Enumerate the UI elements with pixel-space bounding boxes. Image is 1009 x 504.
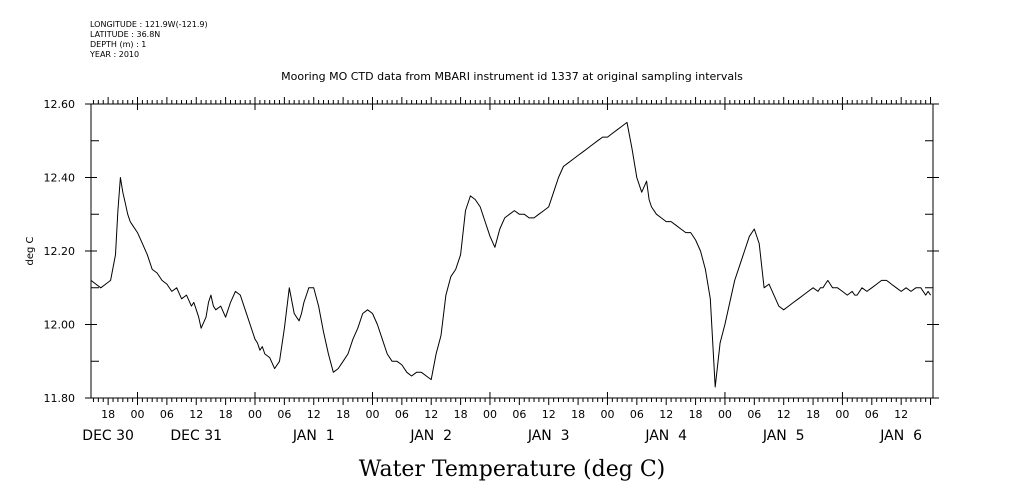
x-hour-label: 00: [718, 408, 732, 421]
x-hour-label: 18: [336, 408, 350, 421]
x-hour-label: 18: [454, 408, 468, 421]
x-hour-label: 18: [689, 408, 703, 421]
x-day-label: JAN 6: [879, 428, 922, 444]
y-tick-label: 12.00: [44, 319, 76, 332]
x-hour-label: 00: [600, 408, 614, 421]
x-hour-label: 12: [307, 408, 321, 421]
plot-frame: [90, 103, 934, 399]
y-tick-label: 12.40: [44, 172, 76, 185]
x-hour-label: 06: [865, 408, 879, 421]
x-hour-label: 12: [777, 408, 791, 421]
x-day-label: JAN 3: [527, 428, 570, 444]
y-tick-label: 11.80: [44, 392, 76, 405]
latitude-text: LATITUDE : 36.8N: [90, 30, 161, 39]
x-hour-label: 00: [365, 408, 379, 421]
x-hour-label: 00: [835, 408, 849, 421]
x-day-label: JAN 2: [409, 428, 452, 444]
y-tick-label: 12.60: [44, 98, 76, 111]
x-hour-label: 12: [659, 408, 673, 421]
temperature-series-line: [90, 121, 932, 388]
chart-title: Mooring MO CTD data from MBARI instrumen…: [281, 70, 743, 83]
x-hour-label: 18: [101, 408, 115, 421]
x-hour-label: 12: [189, 408, 203, 421]
x-hour-label: 18: [219, 408, 233, 421]
x-axis-label: Water Temperature (deg C): [359, 457, 666, 482]
x-hour-label: 06: [160, 408, 174, 421]
x-hour-label: 06: [630, 408, 644, 421]
x-hour-label: 06: [747, 408, 761, 421]
x-day-label: JAN 1: [292, 428, 335, 444]
x-hour-label: 00: [248, 408, 262, 421]
x-hour-label: 06: [512, 408, 526, 421]
x-hour-label: 06: [277, 408, 291, 421]
x-hour-label: 18: [806, 408, 820, 421]
metadata-block: LONGITUDE : 121.9W(-121.9) LATITUDE : 36…: [90, 20, 208, 60]
x-axis: 18 00 06 12 18 00 06 12 18 00 06 12 18 00 06 12 18 00 06 12…: [82, 97, 932, 444]
x-hour-label: 12: [894, 408, 908, 421]
plot-area: [90, 103, 934, 399]
x-day-label: DEC 30: [82, 428, 134, 444]
x-hour-label: 00: [131, 408, 145, 421]
x-hour-label: 12: [424, 408, 438, 421]
x-hour-label: 00: [483, 408, 497, 421]
y-axis: 11.80 12.00 12.20 12.40 12.60: [44, 98, 939, 405]
x-hour-label: 12: [542, 408, 556, 421]
x-hour-label: 06: [395, 408, 409, 421]
x-day-label: DEC 31: [170, 428, 222, 444]
y-axis-label: deg C: [25, 236, 36, 265]
year-text: YEAR : 2010: [90, 50, 140, 59]
x-hour-label: 18: [571, 408, 585, 421]
y-tick-label: 12.20: [44, 245, 76, 258]
series-group: [90, 121, 932, 388]
x-day-label: JAN 4: [644, 428, 687, 444]
longitude-text: LONGITUDE : 121.9W(-121.9): [90, 20, 208, 29]
x-day-label: JAN 5: [762, 428, 805, 444]
depth-text: DEPTH (m) : 1: [90, 40, 147, 49]
